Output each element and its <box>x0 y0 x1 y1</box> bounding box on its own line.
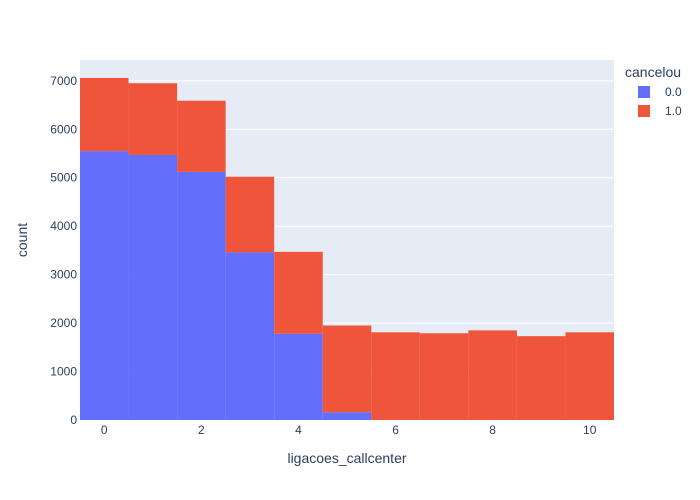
bar-series-1 <box>468 330 517 420</box>
y-tick-label: 4000 <box>50 219 77 233</box>
bar-series-0 <box>177 171 226 420</box>
bar-series-1 <box>371 332 420 420</box>
bar-series-1 <box>274 251 323 334</box>
x-tick-label: 2 <box>198 423 205 437</box>
legend-swatch <box>638 86 650 98</box>
y-tick-label: 0 <box>70 413 77 427</box>
y-tick-label: 5000 <box>50 171 77 185</box>
x-tick-label: 6 <box>392 423 399 437</box>
y-tick-labels: 0 1000 2000 3000 4000 5000 6000 7000 <box>50 74 77 427</box>
bars <box>80 77 614 420</box>
bar-series-0 <box>274 333 323 420</box>
bar-series-0 <box>225 252 275 420</box>
bar-series-1 <box>80 77 129 152</box>
bar-series-0 <box>322 412 372 420</box>
y-tick-label: 6000 <box>50 122 77 136</box>
bar-series-0 <box>80 151 129 420</box>
legend-title: cancelou <box>625 64 681 80</box>
x-tick-label: 0 <box>101 423 108 437</box>
y-tick-label: 7000 <box>50 74 77 88</box>
x-tick-label: 8 <box>489 423 496 437</box>
y-tick-label: 1000 <box>50 365 77 379</box>
y-tick-label: 2000 <box>50 316 77 330</box>
legend-label: 0.0 <box>665 85 682 99</box>
y-tick-label: 3000 <box>50 268 77 282</box>
bar-series-1 <box>128 83 178 155</box>
x-tick-label: 4 <box>295 423 302 437</box>
x-axis-title: ligacoes_callcenter <box>287 450 406 466</box>
bar-series-1 <box>565 332 614 420</box>
legend-items: 0.01.0 <box>638 85 682 118</box>
y-axis-title: count <box>14 223 30 257</box>
legend: cancelou 0.01.0 <box>625 64 682 118</box>
bar-series-0 <box>128 154 178 420</box>
bar-series-1 <box>177 100 226 172</box>
x-tick-label: 10 <box>583 423 597 437</box>
bar-series-1 <box>419 333 469 420</box>
bar-series-1 <box>225 176 275 253</box>
bar-series-1 <box>322 325 372 413</box>
legend-label: 1.0 <box>665 104 682 118</box>
x-tick-labels: 0 2 4 6 8 10 <box>101 423 597 437</box>
bar-series-1 <box>516 336 566 420</box>
legend-swatch <box>638 105 650 117</box>
